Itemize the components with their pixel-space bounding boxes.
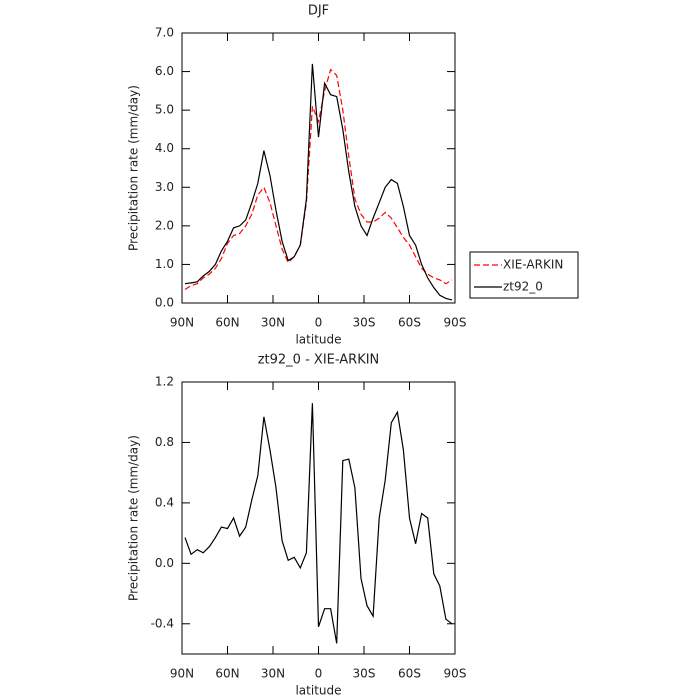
- x-tick-label: 0: [315, 667, 323, 681]
- x-tick-label: 30S: [353, 667, 376, 681]
- legend-label: zt92_0: [503, 280, 543, 294]
- y-tick-label: 1.2: [155, 375, 174, 389]
- x-tick-label: 60N: [215, 667, 239, 681]
- y-tick-label: 0.8: [155, 435, 174, 449]
- y-tick-label: 2.0: [155, 218, 174, 232]
- legend-box: [469, 251, 579, 299]
- y-tick-label: 4.0: [155, 141, 174, 155]
- y-tick-label: 7.0: [155, 26, 174, 40]
- y-tick-label: 0.0: [155, 296, 174, 310]
- x-tick-label: 90N: [170, 667, 194, 681]
- x-tick-label: 30S: [353, 316, 376, 330]
- series-line: [184, 403, 453, 644]
- x-axis-label: latitude: [295, 684, 341, 698]
- x-tick-label: 90N: [170, 316, 194, 330]
- x-tick-label: 60N: [215, 316, 239, 330]
- y-tick-label: 5.0: [155, 103, 174, 117]
- y-tick-label: 3.0: [155, 180, 174, 194]
- y-tick-label: 1.0: [155, 257, 174, 271]
- x-axis-label: latitude: [295, 333, 341, 347]
- y-tick-label: 0.0: [155, 556, 174, 570]
- series-line: [184, 68, 453, 291]
- y-tick-label: 0.4: [155, 495, 174, 509]
- chart-title: zt92_0 - XIE-ARKIN: [258, 353, 380, 368]
- x-tick-label: 0: [315, 316, 323, 330]
- plot-frame: [181, 32, 456, 304]
- y-axis-label: Precipitation rate (mm/day): [127, 435, 141, 601]
- x-tick-label: 30N: [261, 316, 285, 330]
- chart-title: DJF: [308, 4, 329, 19]
- legend-label: XIE-ARKIN: [503, 258, 563, 272]
- x-tick-label: 30N: [261, 667, 285, 681]
- x-tick-label: 60S: [398, 667, 421, 681]
- x-tick-label: 90S: [444, 316, 467, 330]
- y-tick-label: 6.0: [155, 64, 174, 78]
- series-line: [184, 63, 453, 301]
- x-tick-label: 90S: [444, 667, 467, 681]
- x-tick-label: 60S: [398, 316, 421, 330]
- y-tick-label: -0.4: [151, 616, 174, 630]
- y-axis-label: Precipitation rate (mm/day): [127, 85, 141, 251]
